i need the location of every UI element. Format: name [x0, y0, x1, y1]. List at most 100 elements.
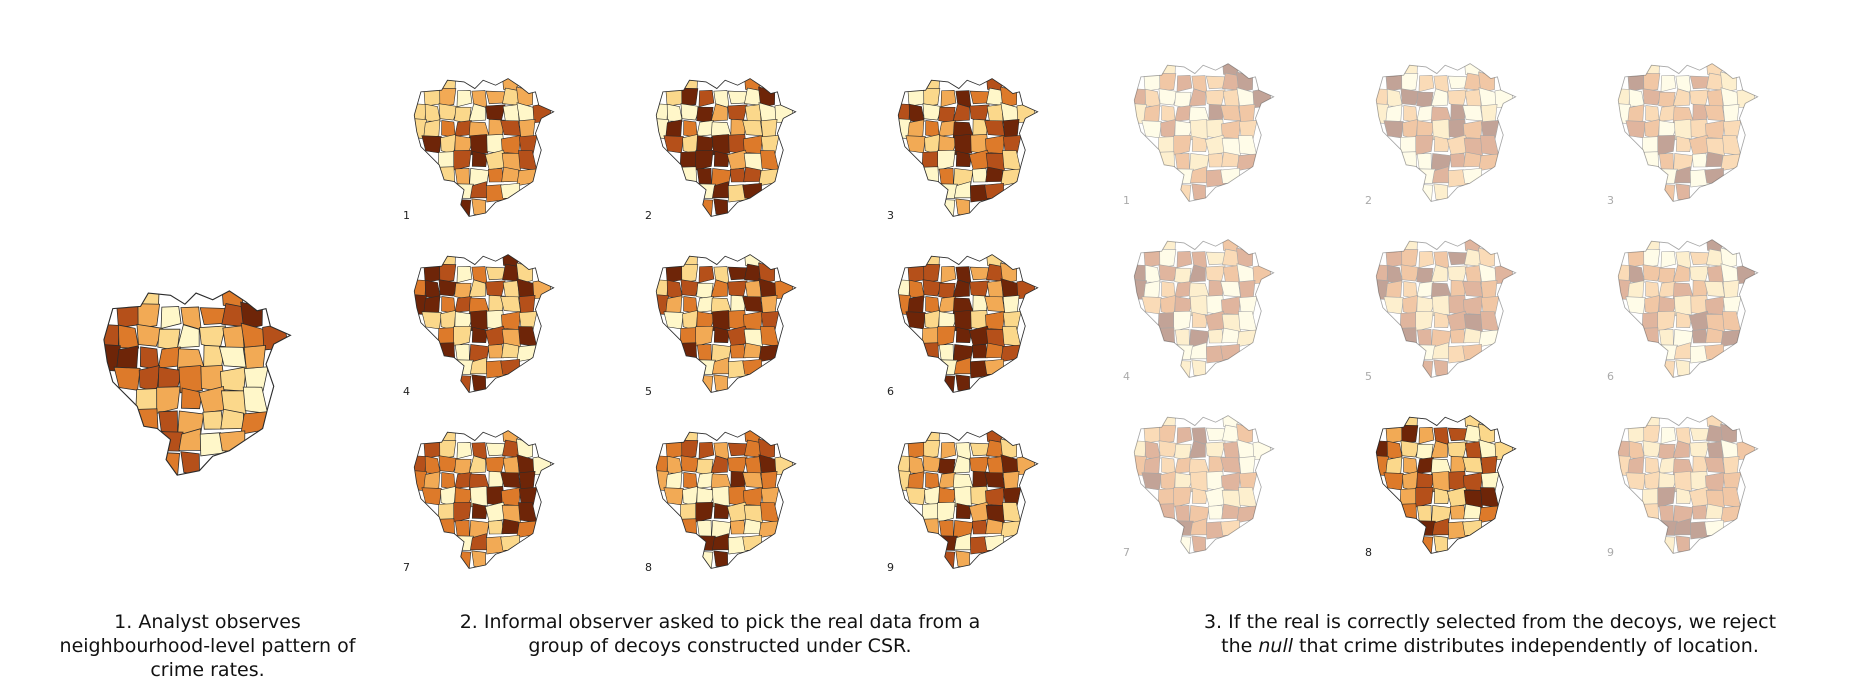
neighbourhood	[1386, 88, 1403, 107]
neighbourhood	[518, 326, 538, 347]
map-7-svg	[413, 430, 555, 569]
neighbourhood	[532, 454, 553, 476]
neighbourhood	[1463, 296, 1483, 315]
neighbourhood	[938, 520, 954, 539]
neighbourhood	[1190, 342, 1208, 360]
neighbourhood	[1689, 89, 1710, 109]
neighbourhood	[1191, 75, 1208, 94]
neighbourhood	[487, 343, 504, 359]
map-label: 5	[1365, 370, 1372, 383]
city-outline	[655, 430, 797, 569]
neighbourhood	[1176, 250, 1193, 269]
neighbourhood	[1644, 470, 1661, 492]
neighbourhood	[698, 265, 715, 284]
neighbourhood	[178, 365, 203, 394]
neighbourhood	[985, 135, 1005, 154]
map-label: 1	[1123, 194, 1130, 207]
neighbourhood	[1658, 457, 1676, 474]
neighbourhood	[907, 119, 925, 139]
neighbourhood	[501, 311, 521, 330]
neighbourhood	[438, 279, 459, 297]
map-5-svg	[655, 254, 797, 393]
neighbourhood	[243, 366, 269, 392]
map-3-svg	[1617, 63, 1759, 202]
neighbourhood	[1480, 296, 1500, 315]
neighbourhood	[1449, 328, 1466, 344]
map-5	[1357, 218, 1525, 384]
neighbourhood	[1690, 119, 1710, 140]
neighbourhood	[1464, 415, 1482, 429]
neighbourhood	[1430, 264, 1448, 283]
neighbourhood	[743, 135, 763, 154]
neighbourhood	[760, 487, 780, 506]
neighbourhood	[1191, 359, 1207, 378]
neighbourhood	[1144, 88, 1161, 107]
neighbourhood	[743, 342, 762, 359]
neighbourhood	[470, 486, 489, 508]
neighbourhood	[1376, 264, 1389, 283]
neighbourhood	[202, 410, 224, 430]
neighbourhood	[453, 325, 472, 347]
neighbourhood	[1689, 251, 1710, 266]
neighbourhood	[1176, 74, 1193, 93]
map-4	[395, 233, 563, 399]
neighbourhood	[1433, 251, 1450, 270]
neighbourhood	[439, 439, 457, 459]
neighbourhood	[1618, 440, 1631, 459]
neighbourhood	[1174, 329, 1190, 348]
neighbourhood	[1191, 251, 1208, 270]
neighbourhood	[666, 279, 683, 298]
neighbourhood	[485, 90, 506, 105]
neighbourhood	[454, 472, 472, 489]
neighbourhood	[1191, 311, 1209, 328]
neighbourhood	[940, 89, 957, 108]
neighbourhood	[1238, 280, 1256, 300]
neighbourhood	[713, 198, 729, 217]
neighbourhood	[454, 344, 470, 363]
neighbourhood	[971, 343, 988, 359]
neighbourhood	[502, 254, 520, 268]
neighbourhood	[1400, 440, 1421, 458]
neighbourhood	[907, 295, 925, 315]
map-5	[637, 233, 805, 399]
neighbourhood	[1641, 488, 1661, 508]
neighbourhood	[1220, 457, 1241, 474]
neighbourhood	[1674, 295, 1693, 317]
city-outline	[897, 430, 1039, 569]
map-1	[395, 57, 563, 223]
neighbourhood	[1705, 314, 1725, 333]
neighbourhood	[938, 344, 954, 363]
neighbourhood	[1134, 440, 1147, 459]
neighbourhood	[1464, 441, 1482, 461]
map-label: 3	[887, 209, 894, 222]
map-2	[1357, 42, 1525, 208]
neighbourhood	[1191, 427, 1208, 446]
map-label: 1	[403, 209, 410, 222]
neighbourhood	[1645, 281, 1660, 299]
neighbourhood	[1675, 183, 1691, 202]
neighbourhood	[1159, 424, 1177, 444]
neighbourhood	[1236, 87, 1256, 108]
map-label: 6	[887, 385, 894, 398]
neighbourhood	[1385, 456, 1403, 476]
neighbourhood	[1447, 427, 1468, 442]
neighbourhood	[221, 290, 245, 309]
neighbourhood	[1494, 439, 1515, 461]
neighbourhood	[1658, 120, 1678, 141]
neighbourhood	[1173, 310, 1192, 332]
neighbourhood	[1204, 134, 1226, 156]
neighbourhood	[1416, 281, 1434, 298]
neighbourhood	[1143, 104, 1161, 124]
neighbourhood	[1673, 153, 1694, 171]
neighbourhood	[1658, 105, 1676, 122]
neighbourhood	[157, 346, 181, 369]
neighbourhood	[1618, 103, 1631, 124]
neighbourhood	[1672, 106, 1695, 124]
neighbourhood	[696, 168, 712, 187]
neighbourhood	[1207, 328, 1224, 344]
neighbourhood	[1190, 471, 1209, 493]
neighbourhood	[1383, 120, 1404, 139]
map-2-svg	[1375, 63, 1517, 202]
neighbourhood	[1736, 439, 1757, 461]
map-8	[1357, 394, 1525, 560]
